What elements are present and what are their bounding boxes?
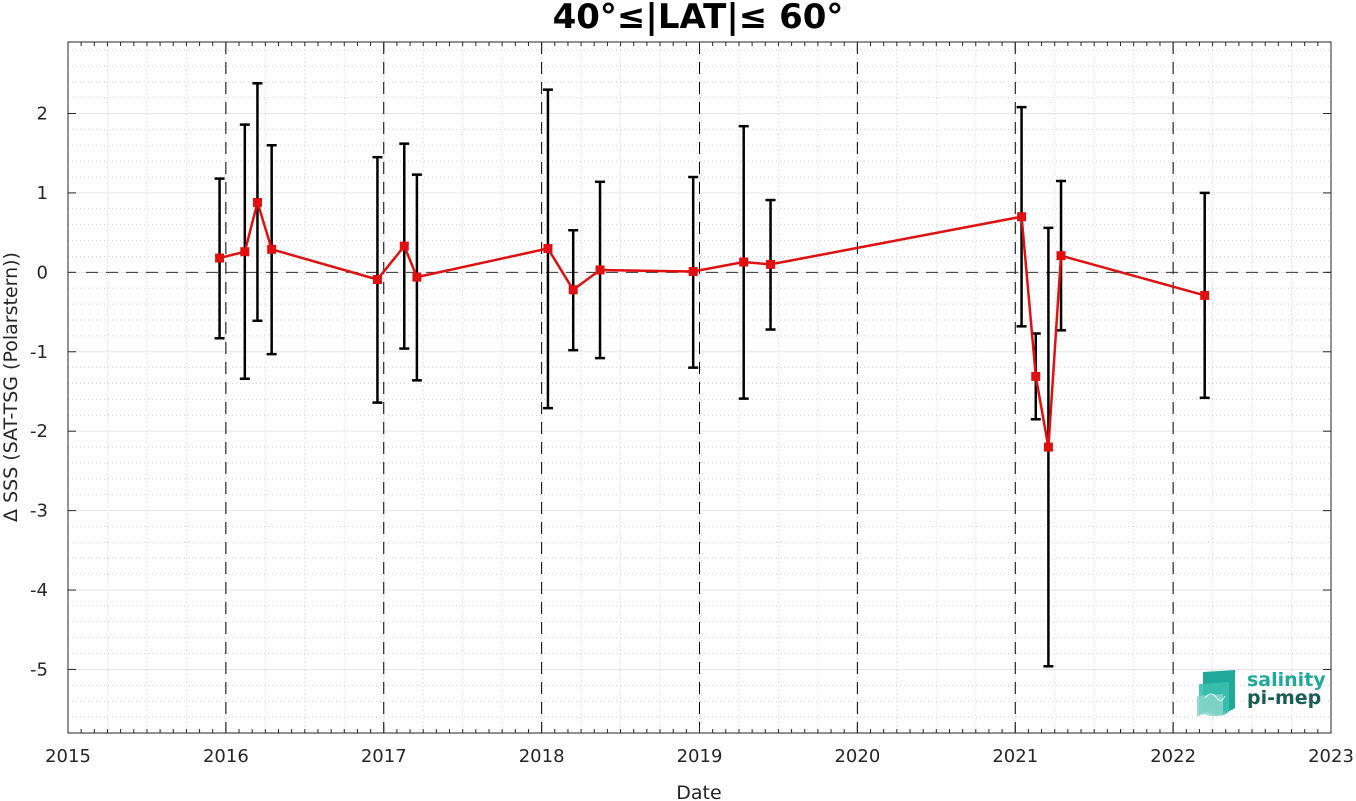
data-point [1031,371,1041,381]
x-tick-label: 2018 [519,746,565,767]
y-tick-label: -1 [30,342,48,363]
data-point [739,257,749,267]
data-point [568,285,578,295]
x-tick-label: 2020 [834,746,880,767]
y-tick-label: -5 [30,659,48,680]
data-point [399,241,409,251]
data-point [688,267,698,277]
data-series [215,197,1210,452]
x-tick-label: 2019 [677,746,723,767]
y-tick-label: -2 [30,421,48,442]
x-tick-label: 2016 [203,746,249,767]
data-point [1056,251,1066,261]
data-point [412,272,422,282]
data-point [1043,442,1053,452]
error-bars [214,82,1210,668]
data-point [215,253,225,263]
reference-lines [86,42,1331,733]
data-point [267,244,277,254]
data-point [595,265,605,275]
data-point [543,244,553,254]
x-tick-label: 2022 [1150,746,1196,767]
data-point [1017,212,1027,222]
salinity-pi-mep-logo: salinity pi-mep [1195,668,1335,718]
chart-title: 40°≤|LAT|≤ 60° [553,0,844,37]
y-tick-label: -4 [30,580,48,601]
data-point [240,247,250,257]
axis-ticks: 2015 2016 2017 2018 2019 2020 2021 2022 2023 2 1 0 -… [30,42,1354,767]
logo-text-bottom: pi-mep [1247,687,1322,709]
y-axis-label: Δ SSS (SAT-TSG (Polarstern)) [0,252,22,522]
x-axis-label: Date [676,782,721,801]
data-point [372,274,382,284]
y-tick-label: -3 [30,501,48,522]
data-point [252,197,262,207]
series-line [219,201,1206,449]
data-point [766,259,776,269]
y-tick-label: 0 [37,262,48,283]
logo-text-top: salinity [1247,669,1326,691]
y-tick-label: 1 [37,183,48,204]
x-tick-label: 2021 [992,746,1038,767]
x-tick-label: 2017 [361,746,407,767]
y-tick-label: 2 [37,103,48,124]
data-point [1200,290,1210,300]
x-tick-label: 2015 [45,746,91,767]
x-tick-label: 2023 [1308,746,1354,767]
logo-wave-icon [1197,670,1235,717]
